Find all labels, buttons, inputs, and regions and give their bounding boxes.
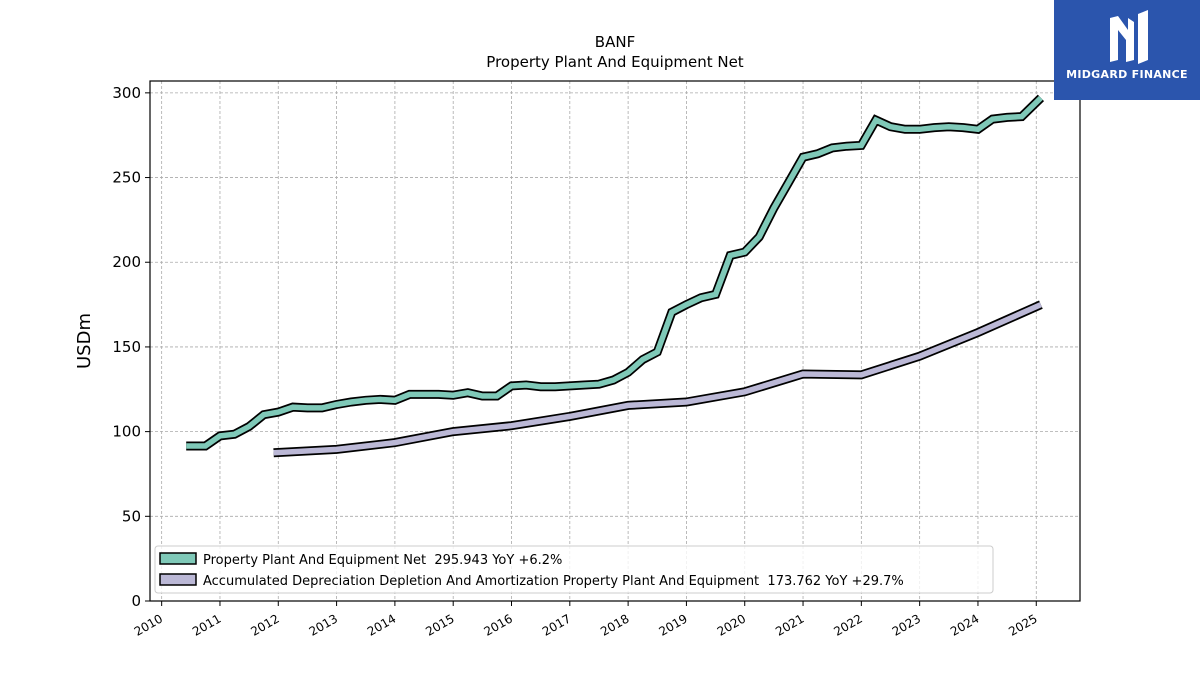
x-tick-label: 2022 [831, 611, 864, 638]
y-tick-label: 250 [112, 169, 141, 187]
y-tick-label: 0 [131, 592, 141, 610]
x-tick-label: 2015 [423, 611, 456, 638]
brand-logo: MIDGARD FINANCE [1054, 0, 1200, 100]
y-tick-label: 50 [122, 507, 141, 525]
y-tick-label: 200 [112, 253, 141, 271]
series-line-0 [186, 95, 1043, 449]
series-lines [186, 94, 1045, 458]
x-tick-label: 2023 [890, 611, 923, 638]
plot-frame [149, 80, 1081, 602]
x-tick-label: 2021 [773, 611, 806, 638]
chart-title: BANF [595, 33, 635, 51]
x-tick-label: 2013 [307, 611, 340, 638]
legend-swatch-accumulated-depreciation [159, 573, 197, 586]
x-tick-label: 2011 [190, 611, 223, 638]
y-tick-label: 150 [112, 338, 141, 356]
series-line-outline-1 [273, 300, 1043, 458]
legend: Property Plant And Equipment Net 295.943… [154, 545, 994, 594]
x-tick-label: 2025 [1006, 611, 1039, 638]
midgard-logo-icon [1110, 10, 1148, 64]
x-tick-label: 2018 [598, 611, 631, 638]
x-tick-label: 2017 [540, 611, 573, 638]
x-tick-label: 2024 [948, 611, 981, 638]
series-line-outline-0 [186, 94, 1045, 451]
x-tick-label: 2020 [715, 611, 748, 638]
y-tick-label: 300 [112, 84, 141, 102]
series-line-1 [273, 302, 1043, 456]
chart-subtitle: Property Plant And Equipment Net [486, 53, 743, 71]
legend-label-accumulated-depreciation: Accumulated Depreciation Depletion And A… [203, 574, 904, 589]
x-tick-label: 2012 [248, 611, 281, 638]
x-tick-label: 2010 [132, 611, 165, 638]
legend-swatch-ppe-net [159, 552, 197, 565]
x-tick-label: 2014 [365, 611, 398, 638]
legend-label-ppe-net: Property Plant And Equipment Net 295.943… [203, 553, 562, 568]
brand-name: MIDGARD FINANCE [1066, 68, 1188, 81]
grid-lines [150, 81, 1080, 602]
legend-box [154, 545, 994, 594]
y-axis-label: USDm [74, 313, 95, 369]
x-tick-label: 2019 [656, 611, 689, 638]
y-tick-label: 100 [112, 423, 141, 441]
x-tick-label: 2016 [482, 611, 515, 638]
